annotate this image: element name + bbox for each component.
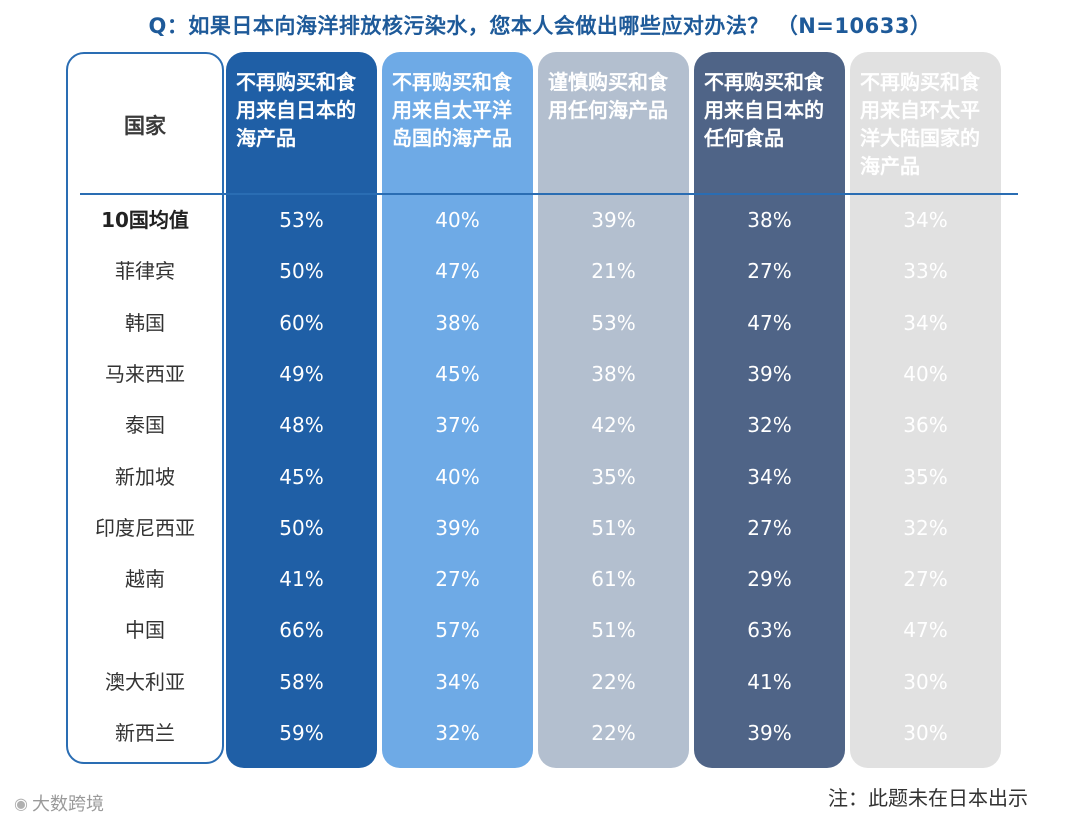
column-header: 不再购买和食用来自太平洋岛国的海产品 bbox=[392, 70, 512, 150]
data-cell: 36% bbox=[903, 413, 948, 438]
data-cell: 45% bbox=[279, 464, 324, 489]
footnote: 注：此题未在日本出示 bbox=[828, 786, 1028, 810]
column-header: 不再购买和食用来自日本的任何食品 bbox=[704, 70, 824, 150]
data-cell: 34% bbox=[903, 310, 948, 335]
data-cell: 38% bbox=[747, 208, 792, 232]
data-cell: 34% bbox=[747, 464, 792, 489]
brand-text: 大数跨境 bbox=[31, 794, 104, 815]
data-cell: 57% bbox=[435, 618, 480, 643]
data-cell: 33% bbox=[903, 259, 948, 284]
column-4: 不再购买和食用来自日本的任何食品 38% 27% 47% 39% 32% 34% 27% 29%… bbox=[694, 52, 845, 768]
data-cell: 27% bbox=[747, 259, 792, 284]
data-cell: 22% bbox=[591, 669, 636, 694]
data-cell: 37% bbox=[435, 413, 480, 438]
data-cell: 40% bbox=[435, 208, 480, 232]
data-cell: 47% bbox=[435, 259, 480, 284]
country-label: 泰国 bbox=[125, 413, 165, 438]
data-cell: 32% bbox=[435, 721, 480, 745]
country-column-header: 国家 bbox=[124, 114, 166, 138]
data-cell: 42% bbox=[591, 413, 636, 438]
data-cell: 30% bbox=[903, 669, 948, 694]
data-cell: 51% bbox=[591, 618, 636, 643]
country-label: 澳大利亚 bbox=[105, 669, 185, 694]
column-1: 不再购买和食用来自日本的海产品 53% 50% 60% 49% 48% 45% 50% 41% 6… bbox=[226, 52, 377, 768]
data-cell: 41% bbox=[747, 669, 792, 694]
column-header: 谨慎购买和食用任何海产品 bbox=[548, 70, 668, 122]
data-cell: 50% bbox=[279, 259, 324, 284]
data-cell: 53% bbox=[591, 310, 636, 335]
data-cell: 59% bbox=[279, 721, 324, 745]
data-cell: 40% bbox=[435, 464, 480, 489]
data-cell: 30% bbox=[903, 721, 948, 745]
data-cell: 61% bbox=[591, 567, 636, 592]
data-cell: 39% bbox=[747, 361, 792, 386]
country-label: 印度尼西亚 bbox=[95, 515, 195, 540]
data-cell: 50% bbox=[279, 515, 324, 540]
data-cell: 66% bbox=[279, 618, 324, 643]
data-cell: 49% bbox=[279, 361, 324, 386]
data-cell: 34% bbox=[903, 208, 948, 232]
weibo-logo-icon: ◉ bbox=[14, 793, 28, 813]
data-cell: 39% bbox=[591, 208, 636, 232]
country-label: 马来西亚 bbox=[105, 361, 185, 386]
data-cell: 40% bbox=[903, 361, 948, 386]
data-cell: 48% bbox=[279, 413, 324, 438]
column-5: 不再购买和食用来自环太平洋大陆国家的海产品 34% 33% 34% 40% 36% 35% 3… bbox=[850, 52, 1001, 768]
country-label: 中国 bbox=[125, 618, 165, 643]
country-column-panel: 国家 10国均值菲律宾韩国马来西亚泰国新加坡印度尼西亚越南中国澳大利亚新西兰 bbox=[66, 52, 224, 764]
column-3: 谨慎购买和食用任何海产品 39% 21% 53% 38% 42% 35% 51% 61% 51% 2… bbox=[538, 52, 689, 768]
average-row-label: 10国均值 bbox=[101, 208, 189, 232]
data-cell: 63% bbox=[747, 618, 792, 643]
data-cell: 32% bbox=[903, 515, 948, 540]
data-cell: 29% bbox=[747, 567, 792, 592]
data-cell: 38% bbox=[435, 310, 480, 335]
data-cell: 35% bbox=[903, 464, 948, 489]
data-cell: 58% bbox=[279, 669, 324, 694]
data-cell: 22% bbox=[591, 721, 636, 745]
data-cell: 47% bbox=[903, 618, 948, 643]
column-header: 不再购买和食用来自日本的海产品 bbox=[236, 70, 356, 150]
country-label: 新加坡 bbox=[115, 464, 175, 489]
data-cell: 53% bbox=[279, 208, 324, 232]
data-cell: 39% bbox=[747, 721, 792, 745]
country-label: 菲律宾 bbox=[115, 259, 175, 284]
chart-title: Q：如果日本向海洋排放核污染水，您本人会做出哪些应对办法？ （N=10633） bbox=[148, 14, 932, 38]
column-header: 不再购买和食用来自环太平洋大陆国家的海产品 bbox=[860, 70, 980, 178]
data-cell: 39% bbox=[435, 515, 480, 540]
data-cell: 34% bbox=[435, 669, 480, 694]
data-cell: 27% bbox=[903, 567, 948, 592]
data-cell: 38% bbox=[591, 361, 636, 386]
brand-watermark: ◉ 大数跨境 bbox=[14, 790, 104, 816]
data-cell: 27% bbox=[435, 567, 480, 592]
data-cell: 45% bbox=[435, 361, 480, 386]
country-label: 新西兰 bbox=[115, 721, 175, 745]
data-cell: 47% bbox=[747, 310, 792, 335]
data-cell: 51% bbox=[591, 515, 636, 540]
header-divider bbox=[80, 193, 1018, 195]
country-label: 越南 bbox=[125, 567, 165, 592]
data-cell: 21% bbox=[591, 259, 636, 284]
data-cell: 32% bbox=[747, 413, 792, 438]
column-2: 不再购买和食用来自太平洋岛国的海产品 40% 47% 38% 45% 37% 40% 39% 2… bbox=[382, 52, 533, 768]
data-cell: 41% bbox=[279, 567, 324, 592]
data-cell: 60% bbox=[279, 310, 324, 335]
data-cell: 27% bbox=[747, 515, 792, 540]
country-label: 韩国 bbox=[125, 310, 165, 335]
data-cell: 35% bbox=[591, 464, 636, 489]
